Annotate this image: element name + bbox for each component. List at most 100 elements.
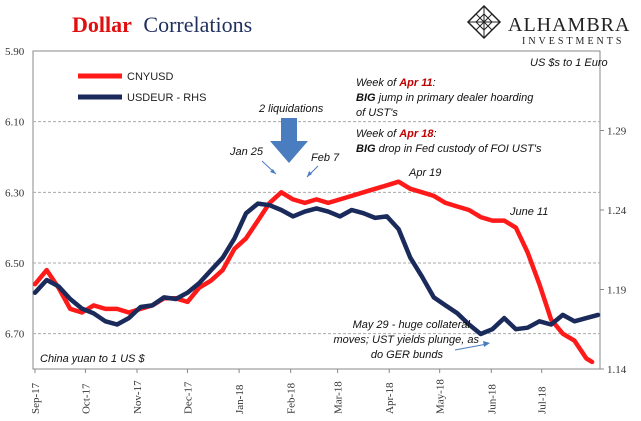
data-point [468,209,470,211]
data-point [468,324,470,325]
data-point [257,220,259,222]
data-point [574,320,575,322]
data-point [316,207,317,209]
data-point [538,283,540,285]
data-point [187,301,188,303]
data-point [222,257,224,259]
data-point [93,304,95,306]
data-point [257,203,259,205]
brand-logo: ALHAMBRA INVESTMENTS [466,4,629,47]
annotation-june11: June 11 [509,206,548,218]
x-tick-label: Sep-17 [30,382,42,414]
data-point [292,215,294,217]
title-correlations: Correlations [143,12,252,37]
data-point [69,308,71,310]
left-tick-label: 5.90 [5,46,25,58]
legend-label-cnyusd: CNYUSD [127,71,174,83]
data-point [304,202,306,204]
data-point [198,282,200,284]
data-point [362,191,364,193]
data-point [233,248,235,250]
series-line-usdeur [32,201,601,337]
annotation-apr19: Apr 19 [408,167,441,179]
left-tick-label: 6.10 [5,117,25,129]
data-point [574,340,575,342]
annotation-jan25: Jan 25 [229,146,264,158]
right-tick-label: 1.14 [607,364,627,376]
x-axis-ticks: Sep-17 Oct-17 Nov-17 Dec-17 Jan-18 Feb-18 Mar-… [30,369,549,414]
x-tick-label: May-18 [435,379,447,414]
data-point [351,195,353,197]
left-tick-label: 6.50 [5,258,25,270]
annotation-week-apr18-post: : [433,128,436,140]
data-point [421,191,423,193]
annotation-may29: May 29 - huge collateral moves; UST yiel… [333,319,479,361]
annotation-week-apr18-date: Apr 18 [398,128,434,140]
annotation-week-apr11-rest1: jump in primary dealer hoarding [376,92,535,104]
annotation-week-apr11-line1: Week of Apr 11: [356,77,436,89]
liquidations-arrow [270,118,308,163]
annotation-week-apr18-line2: BIG drop in Fed custody of FOI UST's [356,143,542,155]
feb7-pointer-head [307,171,312,177]
data-point [163,296,165,298]
annotation-may29-line3: do GER bunds [371,349,444,361]
data-point [269,204,271,206]
data-point [550,324,552,325]
right-tick-label: 1.19 [607,285,627,297]
data-point [515,227,517,229]
annotation-week-apr18-line1: Week of Apr 18: [356,128,437,140]
annotation-week-apr11-pre: Week of [356,77,399,89]
annotation-week-apr18-rest1: drop in Fed custody of FOI UST's [376,143,542,155]
data-point [491,220,493,222]
data-point [362,212,364,214]
left-axis-ticks: 5.90 6.10 6.30 6.50 6.70 [5,46,25,341]
data-point [151,304,153,306]
data-point [503,317,505,319]
data-point [128,317,130,319]
data-point [280,191,282,193]
annotation-week-apr11-line3: of UST's [356,107,398,119]
data-point [245,212,247,214]
data-point [456,206,458,207]
data-point [491,328,493,330]
data-point [398,228,400,230]
data-point [386,184,388,186]
annotation-may29-line2: moves; UST yields plunge, as [333,334,479,346]
data-point [316,198,317,200]
data-point [591,361,593,363]
data-point [421,276,423,278]
data-point [351,209,353,211]
left-tick-label: 6.30 [5,187,25,199]
data-point [480,333,482,335]
data-point [409,188,411,190]
annotation-may29-line1: May 29 - huge collateral [353,319,471,331]
data-point [34,292,36,294]
data-point [445,202,446,204]
may29-pointer [454,343,488,351]
series-cnyusd [32,179,595,365]
data-point [550,319,552,320]
may29-pointer-head [483,341,490,347]
data-point [104,320,106,322]
annotation-week-apr11-line2: BIG jump in primary dealer hoarding [356,92,534,104]
legend-label-usdeur: USDEUR - RHS [127,92,206,104]
data-point [81,308,83,310]
data-point [58,285,59,287]
left-tick-label: 6.70 [5,329,25,341]
annotation-week-apr11-date: Apr 11 [398,77,432,89]
data-point [503,220,505,222]
annotation-week-apr11-post: : [433,77,436,89]
annotation-week-apr18-big: BIG [356,143,376,155]
annotation-week-apr18-pre: Week of [356,128,399,140]
x-tick-label: Feb-18 [286,382,298,414]
data-point [210,269,212,271]
data-point [433,195,435,197]
data-point [140,306,142,308]
data-point [398,181,400,183]
annotation-2-liquidations: 2 liquidations [258,103,324,115]
legend: CNYUSD USDEUR - RHS [78,71,206,104]
data-point [433,296,435,298]
data-point [304,211,306,213]
data-point [327,211,329,213]
